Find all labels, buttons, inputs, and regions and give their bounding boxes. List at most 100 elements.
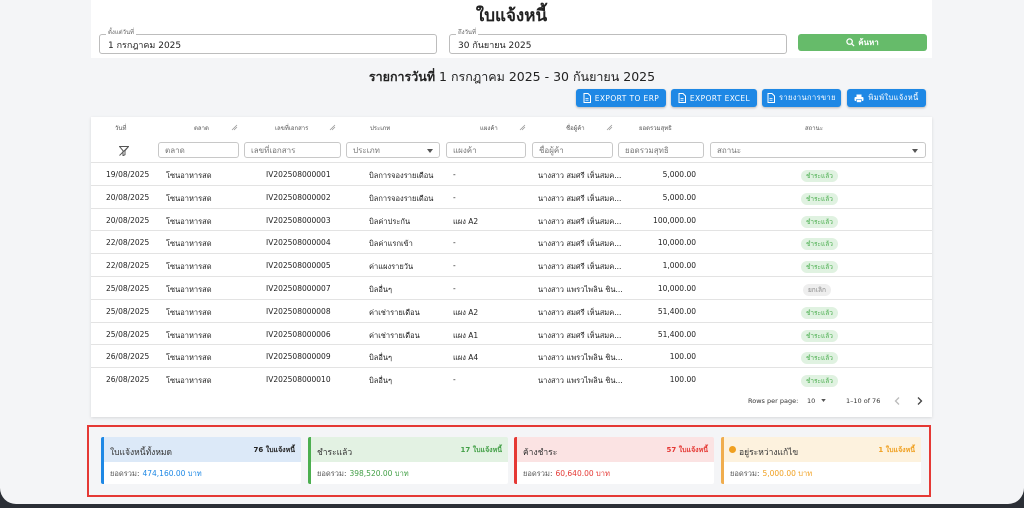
page-title: ใบแจ้งหนี้ xyxy=(475,6,548,26)
table-row[interactable]: 25/08/2025 โซนอาหารสด IV202508000006 ค่าเช่… xyxy=(91,321,932,346)
column-header-amount[interactable]: ยอดรวมสุทธิ xyxy=(639,125,672,132)
cell-market: โซนอาหารสด xyxy=(166,285,212,294)
start-date-field[interactable]: ตั้งแต่วันที่ 1 กรกฎาคม 2025 xyxy=(99,29,437,54)
market-filter-input[interactable]: ตลาด xyxy=(158,142,239,158)
summary-card-editing[interactable]: อยู่ระหว่างแก้ไข 1 ใบแจ้งหนี้ ยอดรวม: 5,000… xyxy=(721,437,921,484)
cell-vendor: นางสาว สมศรี เห็นสมค... xyxy=(538,239,622,249)
chevron-left-icon[interactable] xyxy=(894,397,900,405)
cell-vendor: นางสาว สมศรี เห็นสมค... xyxy=(538,193,622,203)
export-excel-button[interactable]: EXPORT EXCEL xyxy=(671,89,757,107)
cell-doc: IV202508000006 xyxy=(266,329,331,339)
status-badge: ชำระแล้ว xyxy=(801,352,838,365)
stall-filter-input[interactable]: แผงค้า xyxy=(446,142,526,158)
rows-per-page-select[interactable]: 10 xyxy=(803,394,829,406)
cell-amount: 100,000.00 xyxy=(653,215,696,225)
pagination-range: 1–10 of 76 xyxy=(846,397,881,405)
cell-market: โซนอาหารสด xyxy=(166,376,212,386)
table-row[interactable]: 22/08/2025 โซนอาหารสด IV202508000005 ค่าแผง… xyxy=(91,253,932,277)
type-filter-select[interactable]: ประเภท xyxy=(346,142,440,158)
cell-amount: 100.00 xyxy=(669,375,696,385)
end-date-label: ถึงวันที่ xyxy=(456,29,478,37)
column-resize-icon[interactable] xyxy=(329,124,336,131)
table-row[interactable]: 26/08/2025 โซนอาหารสด IV202508000009 บิลอื่… xyxy=(91,344,932,368)
summary-card-accent xyxy=(721,437,724,484)
cell-amount: 5,000.00 xyxy=(662,192,696,202)
document-filter-input[interactable]: เลขที่เอกสาร xyxy=(244,142,341,158)
cell-type: บิลการจองรายเดือน xyxy=(369,171,434,180)
summary-card-count: 57 ใบแจ้งหนี้ xyxy=(666,446,708,454)
cell-type: บิลค่าประกัน xyxy=(369,216,411,226)
cell-stall: - xyxy=(453,375,456,385)
sales-report-button[interactable]: รายงานการขาย xyxy=(762,89,841,107)
column-header-type[interactable]: ประเภท xyxy=(370,125,391,132)
column-header-market[interactable]: ตลาด xyxy=(194,125,209,132)
summary-card-title: อยู่ระหว่างแก้ไข xyxy=(739,448,799,458)
cell-type: บิลอื่นๆ xyxy=(369,353,393,363)
report-subtitle: รายการวันที่ 1 กรกฎาคม 2025 - 30 กันยายน… xyxy=(0,67,1024,87)
summary-card-accent xyxy=(308,437,311,484)
summary-card-total: ยอดรวม: 60,640.00 บาท xyxy=(523,468,610,480)
cell-vendor: นางสาว แพรวไพลิน ชิน... xyxy=(538,285,623,294)
cell-date: 19/08/2025 xyxy=(106,170,150,179)
subtitle-range: 1 กรกฎาคม 2025 - 30 กันยายน 2025 xyxy=(435,69,656,84)
summary-card-body: ยอดรวม: 398,520.00 บาท xyxy=(308,462,508,484)
search-button-label: ค้นหา xyxy=(858,38,879,47)
cell-market: โซนอาหารสด xyxy=(166,171,212,180)
start-date-label: ตั้งแต่วันที่ xyxy=(106,29,137,37)
search-button[interactable]: ค้นหา xyxy=(798,34,927,51)
export-erp-button[interactable]: EXPORT TO ERP xyxy=(576,89,666,107)
table-row[interactable]: 26/08/2025 โซนอาหารสด IV202508000010 บิลอื่… xyxy=(91,367,932,391)
cell-stall: - xyxy=(453,192,456,202)
cell-vendor: นางสาว สมศรี เห็นสมค... xyxy=(538,330,622,340)
column-header-stall[interactable]: แผงค้า xyxy=(480,125,498,132)
column-resize-icon[interactable] xyxy=(606,124,613,131)
summary-card-body: ยอดรวม: 474,160.00 บาท xyxy=(101,462,301,484)
cell-amount: 10,000.00 xyxy=(657,284,696,293)
status-filter-select[interactable]: สถานะ xyxy=(710,142,926,158)
table-row[interactable]: 20/08/2025 โซนอาหารสด IV202508000003 บิลค่า… xyxy=(91,207,932,232)
print-invoice-button[interactable]: พิมพ์ใบแจ้งหนี้ xyxy=(847,89,926,107)
print-invoice-label: พิมพ์ใบแจ้งหนี้ xyxy=(868,93,919,102)
table-row[interactable]: 25/08/2025 โซนอาหารสด IV202508000008 ค่าเช่… xyxy=(91,298,932,323)
cell-date: 22/08/2025 xyxy=(106,238,150,248)
table-row[interactable]: 22/08/2025 โซนอาหารสด IV202508000004 บิลค่า… xyxy=(91,230,932,254)
summary-card-all[interactable]: ใบแจ้งหนี้ทั้งหมด 76 ใบแจ้งหนี้ ยอดรวม: 474… xyxy=(101,437,301,484)
amount-filter-input[interactable]: ยอดรวมสุทธิ xyxy=(618,142,704,158)
cell-amount: 51,400.00 xyxy=(657,329,696,339)
type-filter-value: ประเภท xyxy=(353,146,380,155)
table-row[interactable]: 20/08/2025 โซนอาหารสด IV202508000002 บิลการ… xyxy=(91,184,932,209)
column-resize-icon[interactable] xyxy=(519,124,526,131)
cell-market: โซนอาหารสด xyxy=(166,353,212,363)
column-header-date[interactable]: วันที่ xyxy=(115,125,127,132)
document-icon xyxy=(678,93,686,103)
summary-card-paid[interactable]: ชำระแล้ว 17 ใบแจ้งหนี้ ยอดรวม: 398,520.00 บ… xyxy=(308,437,508,484)
table-row[interactable]: 25/08/2025 โซนอาหารสด IV202508000007 บิลอื่… xyxy=(91,276,932,300)
chevron-right-icon[interactable] xyxy=(917,397,923,405)
summary-card-accent xyxy=(514,437,517,484)
status-badge: ชำระแล้ว xyxy=(801,192,838,205)
cell-date: 22/08/2025 xyxy=(106,261,150,271)
cell-stall: - xyxy=(453,170,456,179)
filter-icon[interactable] xyxy=(119,146,129,156)
summary-card-outstanding[interactable]: ค้างชำระ 57 ใบแจ้งหนี้ ยอดรวม: 60,640.00 บา… xyxy=(514,437,714,484)
summary-card-count: 1 ใบแจ้งหนี้ xyxy=(878,446,915,454)
summary-total-value: 398,520.00 บาท xyxy=(349,469,409,478)
summary-card-body: ยอดรวม: 60,640.00 บาท xyxy=(514,462,714,484)
summary-card-header: อยู่ระหว่างแก้ไข 1 ใบแจ้งหนี้ xyxy=(721,437,921,462)
cell-stall: แผง A1 xyxy=(453,330,479,340)
table-row[interactable]: 19/08/2025 โซนอาหารสด IV202508000001 บิลการ… xyxy=(91,162,932,186)
column-header-document[interactable]: เลขที่เอกสาร xyxy=(275,125,309,132)
column-resize-icon[interactable] xyxy=(231,124,238,131)
cell-doc: IV202508000007 xyxy=(266,284,331,293)
document-icon xyxy=(583,93,591,103)
vendor-filter-input[interactable]: ชื่อผู้ค้า xyxy=(532,142,613,158)
summary-total-label: ยอดรวม: xyxy=(110,469,140,478)
cell-market: โซนอาหารสด xyxy=(166,307,212,317)
column-header-vendor[interactable]: ชื่อผู้ค้า xyxy=(566,125,585,132)
end-date-field[interactable]: ถึงวันที่ 30 กันยายน 2025 xyxy=(449,29,787,54)
cell-date: 26/08/2025 xyxy=(106,352,150,362)
column-header-status[interactable]: สถานะ xyxy=(805,125,823,132)
cell-doc: IV202508000002 xyxy=(266,192,331,202)
invoice-table: วันที่ ตลาด เลขที่เอกสาร ประเภท แผงค้า ช… xyxy=(91,117,932,417)
cell-doc: IV202508000005 xyxy=(266,261,331,271)
